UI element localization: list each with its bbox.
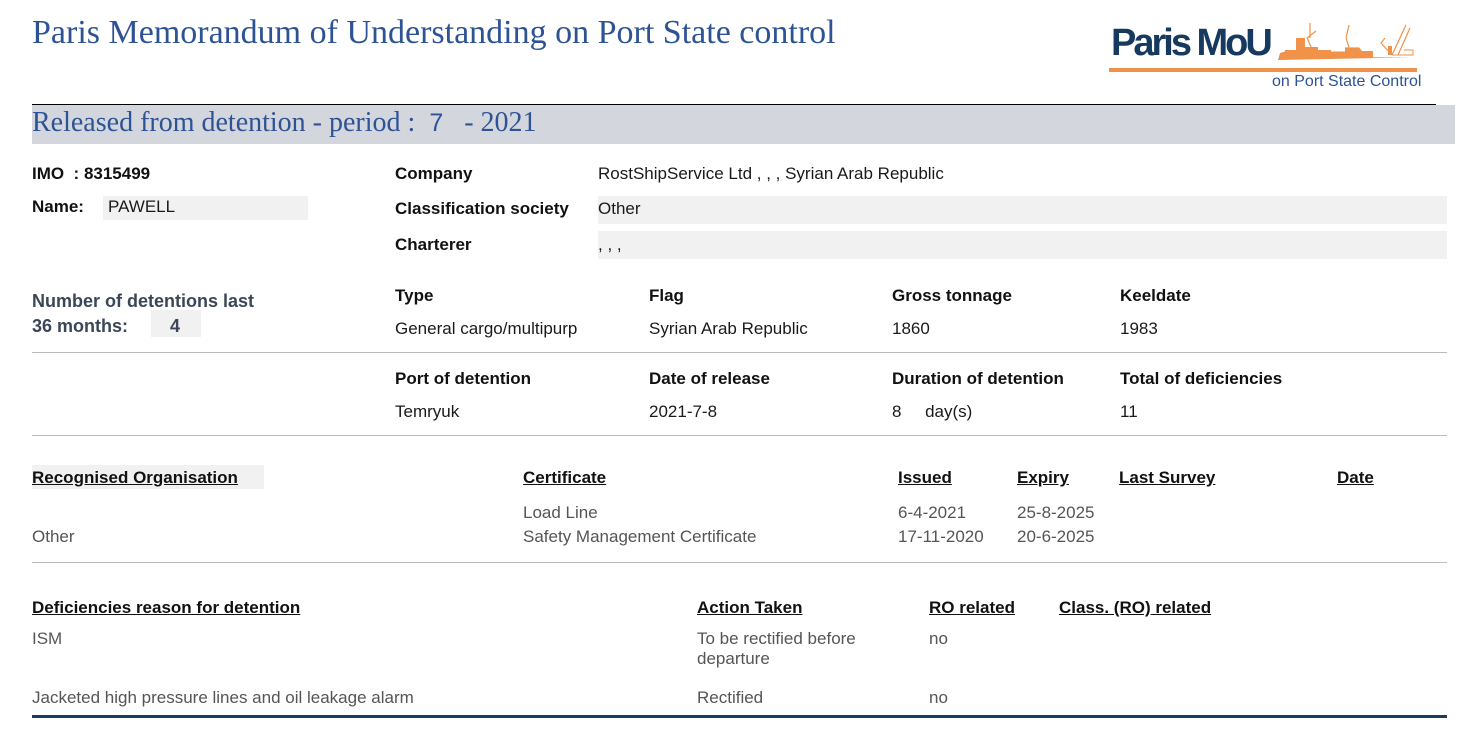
svg-text:on Port State Control: on Port State Control xyxy=(1272,73,1421,90)
svg-text:Paris MoU: Paris MoU xyxy=(1111,22,1271,64)
